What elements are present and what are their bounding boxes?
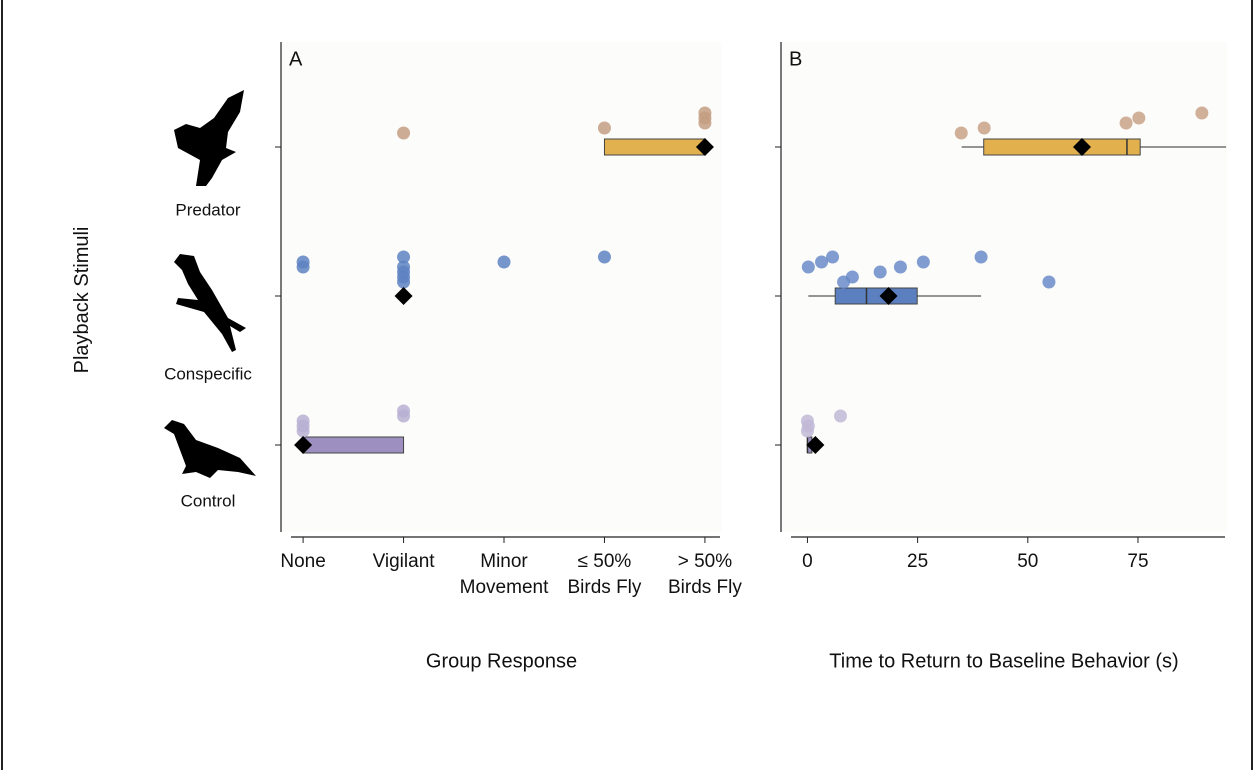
x-tick-label: 0 xyxy=(802,551,813,572)
point xyxy=(1132,111,1146,125)
plot-background xyxy=(281,42,722,532)
point xyxy=(597,250,611,264)
point xyxy=(815,255,829,269)
y-axis-label: Playback Stimuli xyxy=(71,227,93,374)
point xyxy=(397,404,411,418)
point xyxy=(801,260,815,274)
x-tick-label-line: > 50% xyxy=(678,551,733,572)
mean-marker xyxy=(806,436,825,454)
point xyxy=(974,250,988,264)
x-tick-label-line: Birds Fly xyxy=(668,577,742,598)
point xyxy=(397,250,411,264)
mean-marker xyxy=(294,436,313,454)
point xyxy=(916,255,930,269)
mean-marker xyxy=(394,287,413,305)
box xyxy=(302,436,405,454)
control-icon xyxy=(164,420,256,478)
x-tick-label: 50 xyxy=(1017,551,1038,572)
x-tick-label: 25 xyxy=(907,551,928,572)
point xyxy=(1119,116,1133,130)
point xyxy=(893,260,907,274)
x-tick-label: ≤ 50% Birds Fly xyxy=(568,551,642,598)
x-tick-label-line: Birds Fly xyxy=(568,577,642,598)
box xyxy=(603,138,706,156)
x-tick-label-line: ≤ 50% xyxy=(578,551,632,572)
point xyxy=(698,106,712,120)
point xyxy=(397,260,411,274)
point xyxy=(833,409,847,423)
predator-icon xyxy=(174,90,244,186)
point xyxy=(296,255,310,269)
mean-marker xyxy=(879,287,898,305)
box xyxy=(834,287,918,305)
point xyxy=(800,414,814,428)
box xyxy=(983,138,1141,156)
x-tick-label: Vigilant xyxy=(373,551,436,572)
point xyxy=(1042,275,1056,289)
point xyxy=(1195,106,1209,120)
x-tick-label: > 50% Birds Fly xyxy=(668,551,742,598)
point xyxy=(977,121,991,135)
x-tick-label-line: Minor xyxy=(480,551,528,572)
point xyxy=(497,255,511,269)
point xyxy=(296,414,310,428)
point xyxy=(597,121,611,135)
point xyxy=(845,270,859,284)
point xyxy=(873,265,887,279)
plot-background xyxy=(781,42,1227,532)
point xyxy=(954,126,968,140)
point xyxy=(826,250,840,264)
x-tick-label-line: Movement xyxy=(460,577,549,598)
x-tick-label: None xyxy=(280,551,325,572)
x-tick-label: Minor Movement xyxy=(460,551,549,598)
panel-label: B xyxy=(789,48,802,70)
category-label: Predator xyxy=(175,200,241,219)
panel-label: A xyxy=(289,48,303,70)
x-axis-label: Time to Return to Baseline Behavior (s) xyxy=(829,650,1178,672)
x-tick-label: 75 xyxy=(1127,551,1148,572)
x-axis-label: Group Response xyxy=(426,650,577,672)
category-label: Conspecific xyxy=(164,364,252,383)
mean-marker xyxy=(695,138,714,156)
category-label: Control xyxy=(181,491,236,510)
conspecific-icon xyxy=(174,254,246,352)
mean-marker xyxy=(1073,138,1092,156)
point xyxy=(397,126,411,140)
